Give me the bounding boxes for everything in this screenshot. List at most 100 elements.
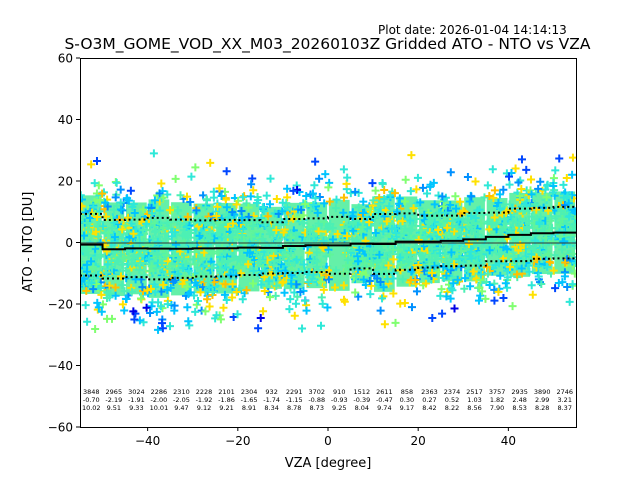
bin-stds-label: 9.74	[377, 404, 391, 412]
scatter-point	[213, 202, 222, 211]
scatter-point	[287, 233, 296, 242]
scatter-point	[302, 306, 311, 315]
bin-stds-label: 9.51	[107, 404, 121, 412]
scatter-point	[291, 299, 300, 308]
scatter-points	[80, 149, 576, 334]
scatter-point	[475, 283, 484, 292]
scatter-point	[295, 274, 304, 283]
scatter-point	[343, 232, 352, 241]
scatter-point	[118, 225, 127, 234]
scatter-point	[178, 279, 187, 288]
mean-plus-std-line	[80, 205, 576, 224]
scatter-point	[441, 208, 450, 217]
scatter-point	[130, 208, 139, 217]
scatter-point	[168, 228, 177, 237]
scatter-point	[216, 265, 225, 274]
scatter-point	[93, 298, 102, 307]
bin-stds-label: 8.34	[264, 404, 278, 412]
bin-means-label: 3.21	[557, 396, 571, 404]
scatter-point	[102, 294, 111, 303]
scatter-point	[120, 306, 129, 315]
scatter-point	[480, 193, 489, 202]
scatter-point	[558, 245, 567, 254]
scatter-point	[412, 287, 421, 296]
scatter-point	[421, 279, 430, 288]
scatter-point	[511, 235, 520, 244]
scatter-point	[86, 214, 95, 223]
scatter-point	[351, 187, 360, 196]
scatter-point	[221, 280, 230, 289]
scatter-point	[517, 185, 526, 194]
scatter-point	[228, 293, 237, 302]
scatter-point	[256, 257, 265, 266]
scatter-point	[129, 307, 138, 316]
scatter-point	[489, 193, 498, 202]
x-axis-label: VZA [degree]	[285, 456, 372, 471]
scatter-point	[232, 288, 241, 297]
scatter-point	[129, 200, 138, 209]
scatter-point	[293, 235, 302, 244]
y-tick-label: −40	[48, 359, 73, 373]
scatter-point	[293, 292, 302, 301]
scatter-point	[102, 268, 111, 277]
scatter-point	[474, 296, 483, 305]
scatter-point	[219, 303, 228, 312]
scatter-point	[81, 247, 90, 256]
scatter-point	[87, 257, 96, 266]
scatter-point	[314, 265, 323, 274]
scatter-point	[88, 274, 97, 283]
scatter-point	[118, 260, 127, 269]
scatter-point	[368, 244, 377, 253]
scatter-point	[289, 186, 298, 195]
scatter-point	[163, 218, 172, 227]
scatter-point	[560, 272, 569, 281]
x-tick-label: −20	[225, 434, 250, 448]
scatter-point	[171, 240, 180, 249]
scatter-point	[433, 210, 442, 219]
scatter-point	[152, 307, 161, 316]
scatter-point	[318, 233, 327, 242]
scatter-point	[159, 280, 168, 289]
scatter-point	[153, 237, 162, 246]
scatter-point	[530, 200, 539, 209]
scatter-point	[154, 325, 163, 334]
scatter-point	[483, 181, 492, 190]
scatter-point	[92, 157, 101, 166]
scatter-point	[228, 219, 237, 228]
scatter-point	[424, 208, 433, 217]
scatter-point	[300, 260, 309, 269]
bin-stds-label: 7.90	[490, 404, 504, 412]
mean-line	[80, 231, 576, 251]
scatter-point	[87, 278, 96, 287]
scatter-point	[498, 225, 507, 234]
scatter-point	[238, 230, 247, 239]
scatter-point	[527, 250, 536, 259]
scatter-point	[211, 314, 220, 323]
scatter-point	[232, 200, 241, 209]
scatter-point	[332, 195, 341, 204]
scatter-point	[315, 174, 324, 183]
bin-counts-label: 2965	[106, 388, 123, 396]
scatter-point	[103, 314, 112, 323]
scatter-point	[471, 177, 480, 186]
scatter-point	[380, 186, 389, 195]
scatter-point	[192, 300, 201, 309]
scatter-point	[512, 270, 521, 279]
scatter-point	[142, 219, 151, 228]
scatter-point	[199, 262, 208, 271]
scatter-point	[522, 165, 531, 174]
scatter-point	[94, 181, 103, 190]
scatter-point	[526, 186, 535, 195]
scatter-point	[205, 234, 214, 243]
scatter-point	[398, 275, 407, 284]
scatter-point	[101, 198, 110, 207]
scatter-point	[145, 266, 154, 275]
scatter-point	[259, 206, 268, 215]
scatter-point	[158, 272, 167, 281]
scatter-point	[325, 197, 334, 206]
scatter-point	[503, 273, 512, 282]
scatter-point	[80, 248, 89, 257]
scatter-point	[183, 303, 192, 312]
scatter-point	[236, 269, 245, 278]
scatter-point	[195, 217, 204, 226]
